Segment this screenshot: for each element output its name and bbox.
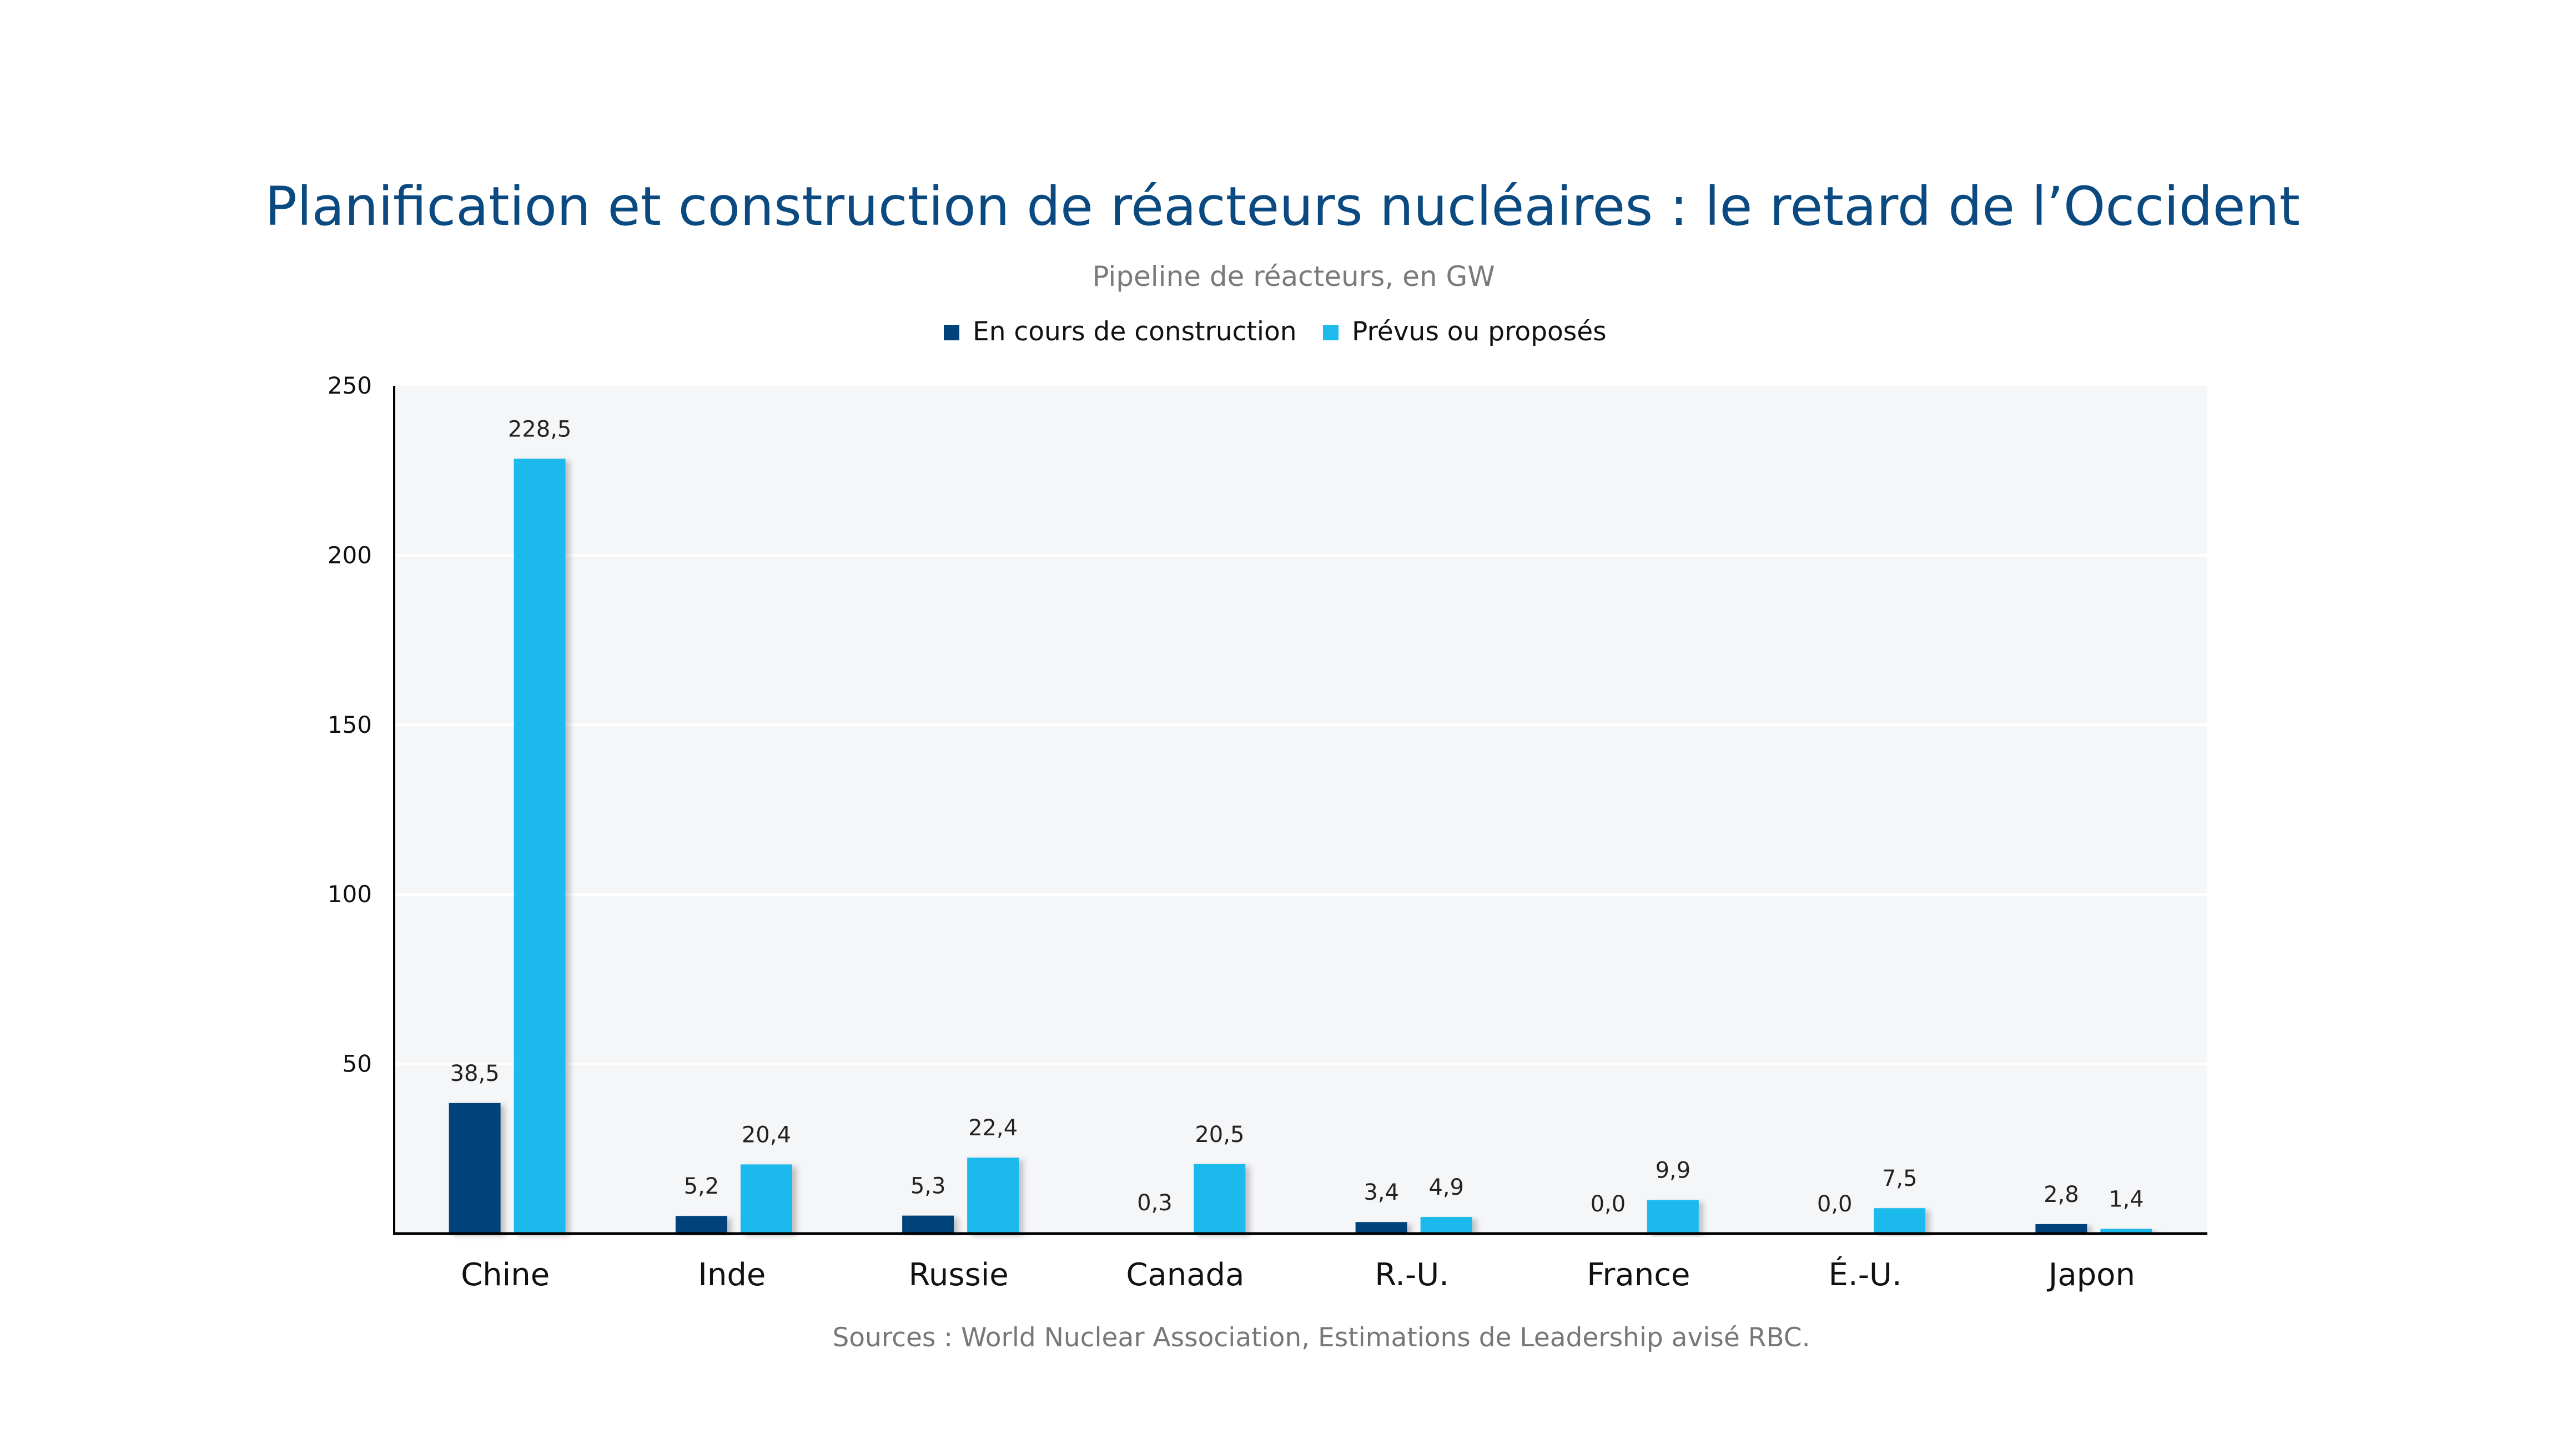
y-tick-label: 200 xyxy=(328,541,372,568)
data-label: 4,9 xyxy=(1428,1175,1464,1200)
y-tick-label: 250 xyxy=(328,372,372,399)
x-tick-label: É.-U. xyxy=(1829,1257,1902,1293)
chart-title: Planification et construction de réacteu… xyxy=(265,175,2300,238)
data-label: 20,4 xyxy=(742,1122,791,1148)
x-tick-label: Canada xyxy=(1126,1257,1244,1293)
data-label: 0,0 xyxy=(1817,1191,1853,1217)
data-label: 5,2 xyxy=(684,1174,720,1199)
data-label: 3,4 xyxy=(1364,1180,1399,1205)
x-tick-label: France xyxy=(1587,1257,1690,1293)
y-axis: 50 100 150 200 250 xyxy=(328,372,372,1078)
source-note: Sources : World Nuclear Association, Est… xyxy=(832,1322,1810,1353)
x-tick-label: Chine xyxy=(461,1257,550,1293)
bar xyxy=(1355,1222,1407,1234)
bar xyxy=(1420,1217,1472,1234)
data-label: 1,4 xyxy=(2109,1186,2144,1212)
legend-label: Prévus ou proposés xyxy=(1352,316,1607,347)
bar xyxy=(2035,1224,2087,1234)
data-label: 0,0 xyxy=(1591,1191,1626,1217)
legend-label: En cours de construction xyxy=(973,316,1297,347)
x-tick-label: Japon xyxy=(2047,1257,2135,1293)
legend-swatch xyxy=(944,325,959,340)
data-label: 7,5 xyxy=(1882,1166,1918,1191)
data-label: 2,8 xyxy=(2044,1182,2079,1208)
y-tick-label: 50 xyxy=(343,1050,372,1078)
data-label: 22,4 xyxy=(968,1115,1018,1141)
gridlines xyxy=(394,554,2207,1066)
bar xyxy=(514,459,566,1234)
chart-subtitle: Pipeline de réacteurs, en GW xyxy=(1092,260,1495,293)
bar xyxy=(902,1215,954,1234)
x-axis: Chine Inde Russie Canada R.-U. France É.-U. Jap… xyxy=(461,1257,2135,1293)
x-tick-label: Russie xyxy=(909,1257,1009,1293)
data-label: 20,5 xyxy=(1195,1122,1244,1148)
bar xyxy=(1194,1164,1246,1234)
y-tick-label: 150 xyxy=(328,711,372,738)
data-label: 38,5 xyxy=(450,1061,500,1086)
y-tick-label: 100 xyxy=(328,881,372,908)
data-label: 228,5 xyxy=(508,416,572,442)
bar xyxy=(1874,1208,1926,1234)
legend: En cours de construction Prévus ou propos… xyxy=(944,316,1607,347)
data-label: 0,3 xyxy=(1137,1190,1173,1216)
bar xyxy=(967,1158,1019,1234)
x-tick-label: R.-U. xyxy=(1375,1257,1449,1293)
bar xyxy=(2100,1229,2152,1234)
bar xyxy=(740,1164,792,1234)
data-label: 9,9 xyxy=(1656,1158,1691,1184)
x-tick-label: Inde xyxy=(698,1257,766,1293)
bar xyxy=(449,1103,501,1234)
bars: 38,5 228,5 5,2 20,4 5,3 22,4 0,3 20,5 3,4 4,9 0,0 9… xyxy=(449,416,2152,1234)
data-label: 5,3 xyxy=(910,1174,946,1199)
bar xyxy=(675,1216,727,1234)
bar xyxy=(1647,1200,1699,1234)
legend-swatch xyxy=(1323,325,1339,340)
plot-background xyxy=(394,386,2207,1234)
